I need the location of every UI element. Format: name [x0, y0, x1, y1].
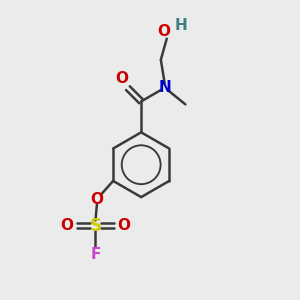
Text: F: F: [90, 247, 100, 262]
Text: H: H: [174, 18, 187, 33]
Text: O: O: [90, 192, 104, 207]
Text: O: O: [116, 71, 128, 86]
Text: N: N: [159, 80, 172, 95]
Text: O: O: [60, 218, 74, 232]
Text: O: O: [118, 218, 130, 232]
Text: S: S: [89, 217, 101, 235]
Text: O: O: [157, 24, 170, 39]
